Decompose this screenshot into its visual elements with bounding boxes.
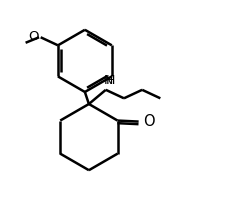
- Text: O: O: [28, 30, 39, 43]
- Text: O: O: [143, 114, 155, 129]
- Text: H: H: [106, 74, 116, 87]
- Text: N: N: [104, 74, 114, 87]
